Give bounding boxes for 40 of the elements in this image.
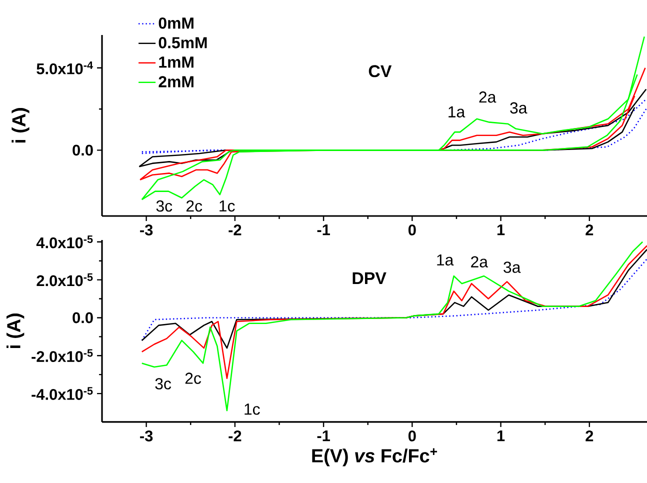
annotation: 2c [186,200,202,212]
x-tick-label: 0 [408,224,416,236]
y-tick-label: 0.0 [72,144,93,156]
x-tick-label: -3 [140,224,153,236]
x-tick-label: -1 [317,224,330,236]
x-tick-label: -2 [228,430,242,442]
annotation: 2c [185,372,202,384]
x-tick-label: 0 [408,430,416,442]
y-tick-label: 4.0x10$^{-5}$ [36,235,93,248]
annotation: 3c [156,200,172,212]
x-tick-label: -3 [140,430,153,442]
y-tick-label: -2.0x10$^{-5}$ [32,349,93,362]
x-tick-label: -1 [317,430,330,442]
y-tick-label: 0.0 [72,312,93,324]
annotation: 1c [244,404,260,415]
x-tick-label: 1 [497,430,505,442]
annotation: 2a [479,91,496,103]
legend-label: 0.5mM [158,37,207,48]
x-tick-label: 1 [497,224,505,236]
text: DPV [352,272,386,284]
x-axis-title: E(V) vs Fc/Fc$^{+}$ [312,448,438,466]
annotation: 3a [504,262,521,273]
x-tick-label: 2 [586,430,594,442]
annotation: 1a [437,254,454,266]
y-axis-title: i (A) [12,108,30,143]
x-tick-label: -2 [228,224,242,236]
legend-label: 2mM [158,76,194,88]
y-tick-label: 2.0x10$^{-5}$ [36,273,93,286]
y-tick-label: -4.0x10$^{-5}$ [32,387,93,400]
x-tick-label: 2 [586,224,594,236]
annotation: 3a [510,102,528,114]
legend-label: 1mM [159,56,194,68]
annotation: 1c [220,200,235,212]
y-tick-label: 5.0x10$^{-4}$ [36,62,93,74]
annotation: 1a [448,106,466,118]
text: CV [368,65,392,78]
annotation: 3c [155,378,172,390]
y-axis-title: i (A) [6,314,24,348]
legend-label: 0mM [158,17,194,29]
annotation: 2a [471,256,488,268]
